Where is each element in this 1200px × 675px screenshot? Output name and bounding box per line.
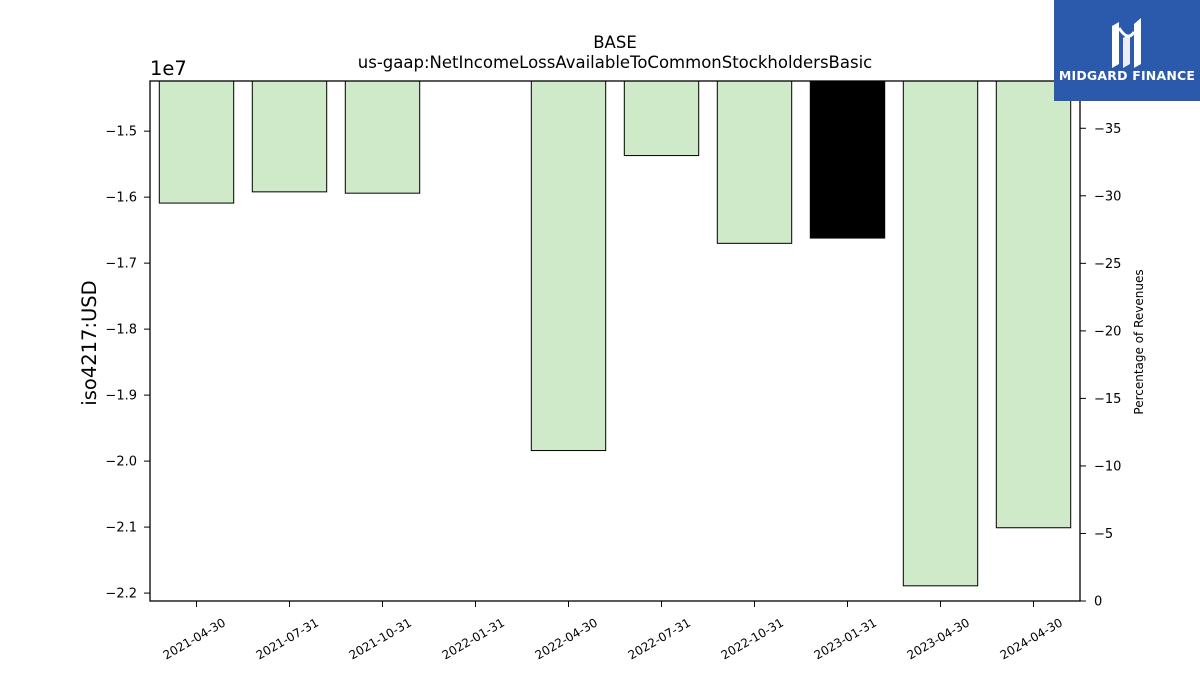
logo-mark-icon — [1112, 18, 1141, 68]
bar-2021-07-31 — [251, 80, 328, 193]
x-tick-label: 2022-10-31 — [719, 615, 786, 662]
bar-2021-04-30 — [158, 80, 235, 204]
y2-tick-label: −35 — [1094, 122, 1121, 137]
bar-2021-10-31 — [344, 80, 421, 194]
bar-2022-10-31 — [716, 80, 793, 244]
x-tick-label: 2021-10-31 — [347, 615, 414, 662]
y2-tick-label: −30 — [1094, 189, 1121, 204]
y-tick-label: −1.6 — [105, 191, 137, 206]
y2-axis-label: Percentage of Revenues — [1132, 269, 1146, 414]
bar-2023-04-30 — [902, 80, 979, 587]
x-tick-label: 2021-07-31 — [254, 615, 321, 662]
x-tick-label: 2023-01-31 — [812, 615, 879, 662]
y-axis-label: iso4217:USD — [78, 280, 101, 405]
bar-2022-04-30 — [530, 80, 607, 452]
y-tick-label: −1.9 — [105, 389, 137, 404]
x-tick-label: 2022-04-30 — [533, 615, 600, 662]
y2-tick-label: −15 — [1094, 392, 1121, 407]
logo-text: MIDGARD FINANCE — [1058, 68, 1196, 83]
y2-tick-label: −20 — [1094, 324, 1121, 339]
bar-2022-07-31 — [623, 80, 700, 157]
midgard-finance-logo: MIDGARD FINANCE — [1054, 0, 1200, 101]
y2-tick-label: −25 — [1094, 257, 1121, 272]
y-tick-label: −1.5 — [105, 125, 137, 140]
y2-tick-label: −10 — [1094, 459, 1121, 474]
y-tick-label: −2.2 — [105, 587, 137, 602]
x-tick-label: 2023-04-30 — [905, 615, 972, 662]
x-tick-label: 2024-04-30 — [998, 615, 1065, 662]
x-tick-label: 2021-04-30 — [161, 615, 228, 662]
y-tick-label: −1.7 — [105, 257, 137, 272]
chart-title: BASE — [593, 33, 637, 52]
chart-subtitle: us-gaap:NetIncomeLossAvailableToCommonSt… — [358, 53, 872, 72]
bar-2024-04-30 — [995, 80, 1072, 529]
bars — [158, 80, 1072, 587]
y-tick-label: −2.1 — [105, 521, 137, 536]
x-tick-label: 2022-01-31 — [440, 615, 507, 662]
y2-tick-label: 0 — [1094, 595, 1102, 610]
y-tick-label: −1.8 — [105, 323, 137, 338]
plot-frame — [149, 80, 1081, 602]
y-tick-label: −2.0 — [105, 455, 137, 470]
bar-2023-01-31 — [809, 80, 886, 239]
y2-tick-label: −5 — [1094, 527, 1113, 542]
y-offset-text: 1e7 — [150, 57, 187, 80]
x-tick-label: 2022-07-31 — [626, 615, 693, 662]
